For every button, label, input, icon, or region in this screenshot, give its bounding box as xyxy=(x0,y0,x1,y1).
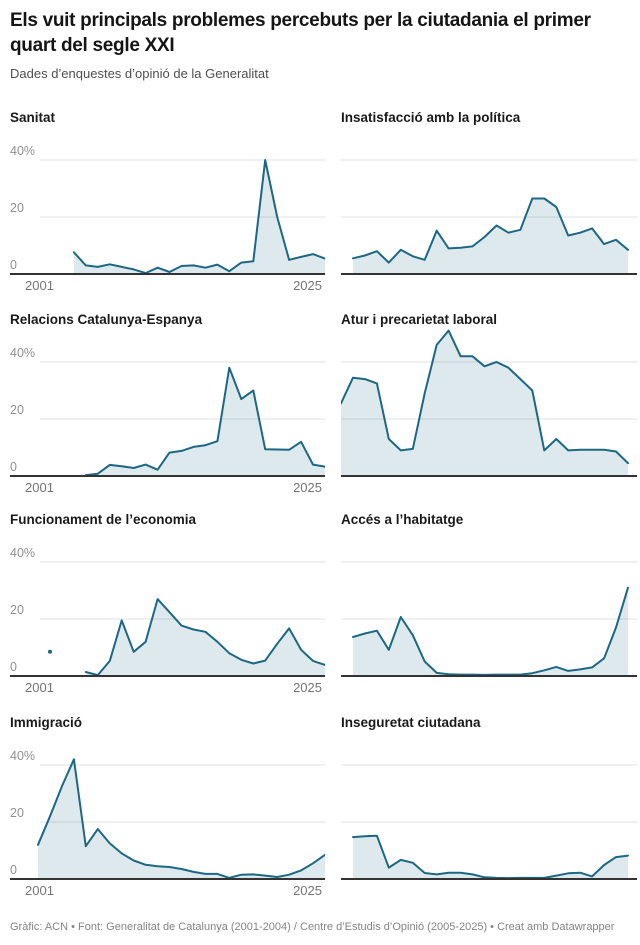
svg-text:2025: 2025 xyxy=(293,278,322,293)
svg-text:2001: 2001 xyxy=(25,278,54,293)
habitatge-area-chart xyxy=(341,561,637,677)
panel-title: Atur i precarietat laboral xyxy=(341,312,498,327)
panel-title: Sanitat xyxy=(10,110,56,125)
svg-text:0: 0 xyxy=(10,863,17,877)
svg-text:20: 20 xyxy=(10,201,24,215)
svg-text:40%: 40% xyxy=(10,346,35,360)
svg-text:20: 20 xyxy=(10,403,24,417)
panel-title: Accés a l’habitatge xyxy=(341,512,464,527)
svg-text:20: 20 xyxy=(10,806,24,820)
footer-credit: Gràfic: ACN • Font: Generalitat de Catal… xyxy=(10,921,615,933)
svg-text:40%: 40% xyxy=(10,144,35,158)
inseguretat-area-chart xyxy=(341,764,637,880)
svg-text:2025: 2025 xyxy=(293,480,322,495)
page-subtitle: Dades d’enquestes d’opinió de la General… xyxy=(10,66,269,81)
svg-text:0: 0 xyxy=(10,660,17,674)
chart-header: Els vuit principals problemes percebuts … xyxy=(10,8,634,58)
svg-text:2025: 2025 xyxy=(293,883,322,898)
relacions-catalunya-espanya-area-chart: 0 20 40% 2001 2025 xyxy=(10,346,325,495)
svg-text:2025: 2025 xyxy=(293,680,322,695)
svg-text:40%: 40% xyxy=(10,546,35,560)
svg-text:2001: 2001 xyxy=(25,480,54,495)
svg-text:40%: 40% xyxy=(10,749,35,763)
panel-title: Inseguretat ciutadana xyxy=(341,715,481,730)
panel-title: Immigració xyxy=(10,715,83,730)
svg-text:20: 20 xyxy=(10,603,24,617)
immigracio-area-chart: 0 20 40% 2001 2025 xyxy=(10,749,325,898)
svg-text:2001: 2001 xyxy=(25,883,54,898)
page-title: Els vuit principals problemes percebuts … xyxy=(10,10,591,56)
panel-title: Insatisfacció amb la política xyxy=(341,110,521,125)
economia-area-chart: 0 20 40% 2001 2025 xyxy=(10,546,325,695)
panel-title: Relacions Catalunya-Espanya xyxy=(10,312,203,327)
atur-area-chart xyxy=(341,329,637,477)
panel-title: Funcionament de l’economia xyxy=(10,512,197,527)
svg-text:0: 0 xyxy=(10,258,17,272)
svg-text:2001: 2001 xyxy=(25,680,54,695)
insatisfaccio-politica-area-chart xyxy=(341,159,637,275)
sanitat-area-chart: 0 20 40% 2001 2025 xyxy=(10,144,325,293)
svg-text:0: 0 xyxy=(10,460,17,474)
